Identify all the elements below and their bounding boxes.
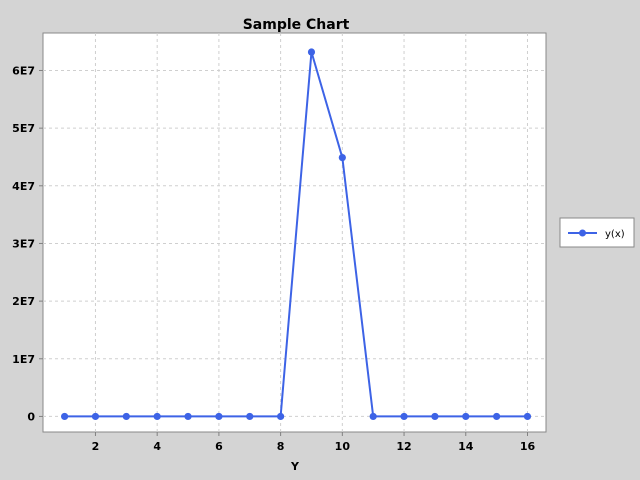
series-layer <box>61 48 532 421</box>
y-tick-label: 0 <box>27 410 35 423</box>
x-tick-label: 16 <box>520 440 536 453</box>
x-tick-label: 2 <box>92 440 100 453</box>
y-tick-label: 1E7 <box>12 353 35 366</box>
data-point <box>431 412 439 421</box>
y-tick-label: 3E7 <box>12 237 35 250</box>
y-tick-label: 6E7 <box>12 64 35 77</box>
x-axis-label: Y <box>290 460 300 473</box>
legend-label: y(x) <box>605 229 625 240</box>
grid <box>43 33 546 432</box>
x-tick-label: 14 <box>458 440 474 453</box>
y-tick-label: 5E7 <box>12 122 35 135</box>
x-tick-label: 8 <box>277 440 285 453</box>
data-point <box>277 412 285 421</box>
data-point <box>61 412 69 421</box>
y-tick-label: 4E7 <box>12 180 35 193</box>
x-axis-ticks: 2 4 6 8 10 12 14 16 <box>92 432 536 453</box>
data-point <box>246 412 254 421</box>
legend: y(x) <box>559 217 635 248</box>
data-point <box>153 412 161 421</box>
data-point <box>493 412 501 421</box>
data-point <box>400 412 408 421</box>
plot-area <box>42 32 547 433</box>
data-point <box>122 412 130 421</box>
data-point <box>338 153 346 162</box>
series-line <box>64 51 528 418</box>
y-tick-label: 2E7 <box>12 295 35 308</box>
x-tick-label: 6 <box>215 440 223 453</box>
data-point <box>184 412 192 421</box>
data-point <box>307 48 316 56</box>
data-point <box>215 412 223 421</box>
data-point <box>523 412 532 421</box>
x-tick-label: 10 <box>335 440 351 453</box>
data-point <box>91 412 100 421</box>
legend-marker-swatch <box>579 229 586 237</box>
x-tick-label: 12 <box>396 440 411 453</box>
data-point <box>369 412 377 421</box>
chart-title: Sample Chart <box>243 17 350 33</box>
data-point <box>462 412 470 421</box>
x-tick-label: 4 <box>153 440 161 453</box>
y-axis-ticks: 0 1E7 2E7 3E7 4E7 5E7 6E7 <box>12 64 43 423</box>
